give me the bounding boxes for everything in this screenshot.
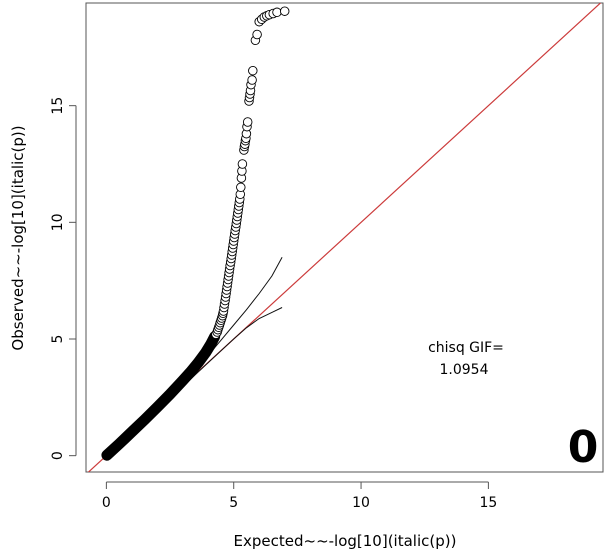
plot-frame	[85, 2, 604, 473]
data-point	[248, 65, 258, 76]
data-point	[252, 29, 262, 40]
data-point	[279, 6, 290, 16]
x-tick-label: 5	[229, 495, 238, 511]
x-tick-label: 0	[102, 495, 111, 511]
y-axis: 0 5 10 15	[50, 97, 77, 460]
y-tick-label: 15	[50, 97, 66, 115]
y-tick-label: 5	[50, 335, 66, 344]
x-tick-label: 15	[479, 495, 497, 511]
data-point	[237, 159, 248, 169]
y-axis-title: Observed~~-log[10](italic(p))	[9, 125, 27, 350]
data-point	[272, 7, 282, 18]
y-tick-label: 0	[50, 451, 66, 460]
x-tick-label: 10	[352, 495, 370, 511]
lower-confidence-band	[169, 307, 283, 399]
y-tick-label: 10	[50, 213, 66, 231]
data-point	[242, 117, 253, 127]
dense-points-segment	[101, 331, 221, 461]
x-axis: 0 5 10 15	[102, 481, 497, 511]
x-axis-title: Expected~~-log[10](italic(p))	[234, 532, 457, 550]
gif-value: 1.0954	[440, 362, 489, 378]
data-point	[236, 182, 246, 193]
gif-label: chisq GIF=	[428, 340, 504, 356]
data-point	[247, 75, 257, 85]
panel-label: 0	[568, 422, 599, 473]
